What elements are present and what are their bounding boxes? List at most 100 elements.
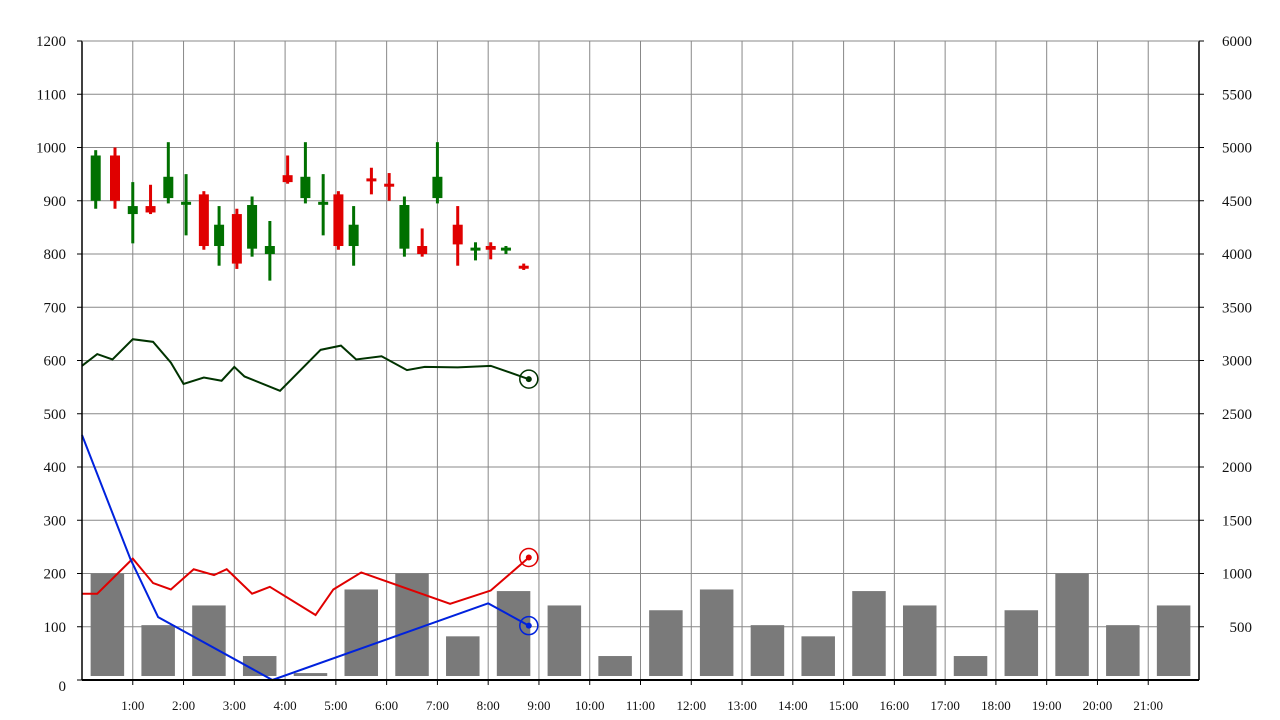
candle-body — [90, 155, 101, 201]
y-left-tick-label: 700 — [44, 300, 67, 316]
volume-bar — [344, 589, 379, 676]
candle-body — [214, 224, 225, 247]
volume-bar — [90, 573, 125, 676]
candle-body — [231, 214, 242, 264]
x-tick-label: 10:00 — [575, 698, 605, 713]
y-left-tick-label: 400 — [44, 460, 67, 476]
x-tick-label: 21:00 — [1133, 698, 1163, 713]
candle-body — [163, 176, 174, 199]
candlesticks — [90, 142, 529, 281]
y-left-tick-label: 800 — [44, 247, 67, 263]
candle-body — [366, 178, 377, 182]
x-tick-label: 1:00 — [121, 698, 144, 713]
x-tick-label: 2:00 — [172, 698, 195, 713]
volume-bar — [446, 636, 480, 676]
x-tick-label: 13:00 — [727, 698, 757, 713]
volume-bar — [1004, 610, 1039, 676]
tick-labels: 0 100 200 300 400 500 600 700 800 900 1000 1100 1200… — [36, 34, 1252, 713]
x-tick-label: 16:00 — [880, 698, 910, 713]
x-tick-label: 4:00 — [274, 698, 297, 713]
y-right-tick-label: 1500 — [1222, 513, 1252, 529]
y-left-tick-label: 200 — [44, 567, 67, 583]
y-left-tick-label: 1000 — [36, 141, 66, 157]
y-left-tick-label: 500 — [44, 407, 67, 423]
volume-bar — [750, 625, 785, 676]
y-left-tick-label: 300 — [44, 513, 67, 529]
candle-body — [127, 206, 138, 215]
candle-body — [348, 224, 359, 247]
volume-bar — [1055, 573, 1089, 676]
y-right-tick-label: 1000 — [1222, 567, 1252, 583]
candle-body — [282, 175, 293, 183]
y-left-tick-label: 100 — [44, 620, 67, 636]
volume-bar — [141, 625, 175, 676]
indicator-line — [81, 338, 530, 393]
candle-body — [384, 183, 395, 187]
candle-body — [181, 201, 192, 205]
y-right-tick-label: 3000 — [1222, 354, 1252, 370]
x-tick-label: 9:00 — [527, 698, 550, 713]
x-tick-label: 6:00 — [375, 698, 398, 713]
y-right-tick-label: 2000 — [1222, 460, 1252, 476]
end-marker-dot — [525, 376, 532, 383]
end-marker-dot — [525, 554, 532, 561]
y-left-tick-label: 0 — [59, 679, 67, 695]
end-marker-ring — [519, 547, 539, 568]
candle-body — [485, 246, 496, 250]
end-marker-dot — [525, 622, 532, 629]
y-right-tick-label: 2500 — [1222, 407, 1252, 423]
candle-body — [300, 176, 311, 199]
volume-bar — [598, 656, 632, 676]
x-tick-label: 7:00 — [426, 698, 449, 713]
x-tick-label: 12:00 — [676, 698, 706, 713]
candle-body — [145, 206, 156, 213]
candle-body — [333, 194, 344, 247]
volume-bar — [649, 610, 683, 676]
candle-body — [247, 205, 258, 249]
y-right-tick-label: 500 — [1230, 620, 1253, 636]
candle-body — [110, 155, 121, 201]
x-tick-label: 18:00 — [981, 698, 1011, 713]
volume-bar — [242, 656, 277, 676]
y-right-tick-label: 3500 — [1222, 300, 1252, 316]
candle-body — [500, 247, 511, 251]
volume-bar — [395, 573, 429, 676]
candle-body — [198, 194, 209, 247]
volume-bar — [293, 673, 328, 676]
y-right-tick-label: 4000 — [1222, 247, 1252, 263]
x-tick-label: 8:00 — [477, 698, 500, 713]
candle-body — [452, 224, 463, 245]
candle-body — [399, 205, 410, 249]
volume-bar — [852, 591, 886, 676]
candle-body — [264, 246, 275, 254]
volume-bar — [1106, 625, 1140, 676]
volume-bars — [90, 573, 1191, 676]
y-left-tick-label: 1100 — [37, 87, 66, 103]
y-right-tick-label: 5000 — [1222, 141, 1252, 157]
x-tick-label: 3:00 — [223, 698, 246, 713]
x-tick-label: 17:00 — [930, 698, 960, 713]
indicator-line — [82, 556, 530, 617]
y-right-tick-label: 4500 — [1222, 194, 1252, 210]
volume-bar — [699, 589, 734, 676]
indicator-lines — [81, 338, 539, 682]
end-marker-ring — [519, 369, 539, 389]
end-marker-ring — [519, 615, 539, 636]
x-tick-label: 19:00 — [1032, 698, 1062, 713]
axes — [77, 40, 1204, 685]
candle-body — [318, 201, 329, 205]
volume-bar — [902, 605, 937, 676]
x-tick-label: 15:00 — [829, 698, 859, 713]
y-right-tick-label: 5500 — [1222, 87, 1252, 103]
candle-body — [432, 176, 443, 199]
x-tick-label: 5:00 — [324, 698, 347, 713]
y-left-tick-label: 900 — [44, 194, 67, 210]
volume-bar — [192, 605, 226, 676]
y-left-tick-label: 1200 — [36, 34, 66, 50]
volume-bar — [801, 636, 835, 676]
y-right-tick-label: 6000 — [1222, 34, 1252, 50]
volume-bar — [1156, 605, 1191, 676]
x-tick-label: 14:00 — [778, 698, 808, 713]
x-tick-label: 20:00 — [1083, 698, 1113, 713]
